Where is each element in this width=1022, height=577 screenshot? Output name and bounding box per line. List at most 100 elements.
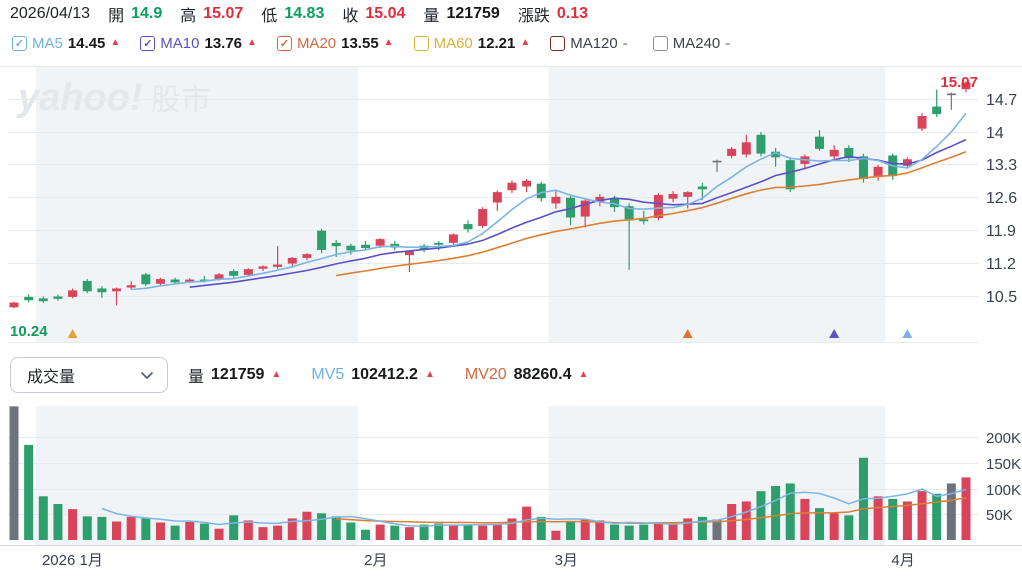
- candle-63: [932, 89, 942, 117]
- quote-field-volume: 量 121759: [423, 5, 500, 25]
- high-price-label: 15.07: [940, 74, 978, 91]
- price-axis-label: 14: [986, 125, 1004, 142]
- volume-bar-7: [112, 521, 122, 540]
- price-axis-label: 12.6: [986, 190, 1017, 207]
- candle-4: [68, 288, 78, 299]
- ma-toggle-ma10[interactable]: ✓ MA10 13.76 ▲: [140, 35, 257, 52]
- month-label: 2026 1月: [42, 552, 103, 569]
- candle-5: [82, 279, 92, 294]
- volume-bar-14: [214, 528, 224, 540]
- candle-18: [273, 246, 283, 269]
- candle-52: [771, 147, 781, 167]
- candle-49: [727, 147, 737, 159]
- ma-toggle-ma20[interactable]: ✓ MA20 13.55 ▲: [276, 35, 394, 52]
- volume-axis-label: 50K: [986, 507, 1013, 524]
- checkbox-icon: ✓: [12, 35, 27, 51]
- candle-65: [961, 81, 971, 93]
- volume-bar-24: [361, 529, 371, 540]
- volume-bar-64: [946, 483, 956, 540]
- up-arrow-icon: ▲: [271, 369, 282, 380]
- candle-15: [229, 269, 239, 278]
- candle-45: [668, 191, 678, 202]
- volume-bar-10: [155, 522, 165, 540]
- volume-bar-2: [38, 496, 48, 540]
- month-label: 4月: [891, 552, 914, 569]
- volume-bar-1: [24, 444, 34, 540]
- volume-bar-28: [419, 524, 429, 540]
- checkbox-icon: ✓: [276, 35, 292, 51]
- candle-2: [38, 296, 48, 304]
- volume-bar-13: [199, 523, 209, 540]
- volume-bar-45: [668, 524, 678, 540]
- ma-toggle-ma240[interactable]: MA240 -: [652, 35, 736, 52]
- volume-bar-16: [243, 520, 253, 540]
- volume-bar-37: [551, 530, 561, 540]
- yahoo-watermark: yahoo! 股市: [16, 77, 211, 119]
- volume-bar-9: [141, 518, 151, 540]
- volume-bar-20: [302, 511, 312, 540]
- up-arrow-icon: ▲: [520, 37, 531, 48]
- volume-bar-chart: 200K 150K 100K 50K 2026 1月 2月 3月 4月: [0, 406, 1022, 569]
- quote-field-low: 低 14.83: [261, 5, 325, 25]
- candle-20: [302, 253, 312, 261]
- volume-bar-4: [68, 509, 78, 540]
- quote-field-high: 高 15.07: [180, 5, 244, 25]
- checkbox-icon: ✓: [140, 35, 156, 51]
- event-marker-icon: [682, 329, 693, 338]
- volume-bar-57: [844, 515, 854, 540]
- candle-0: [9, 301, 19, 309]
- volume-bar-42: [624, 525, 634, 540]
- volume-bar-5: [82, 516, 92, 540]
- candle-23: [346, 243, 356, 255]
- ma-bar: ✓ MA5 14.45 ▲ ✓ MA10 13.76 ▲ ✓ MA20 13.5…: [0, 28, 1022, 58]
- volume-bar-60: [888, 498, 898, 540]
- quote-field-change: 漲跌 0.13: [517, 5, 588, 25]
- quote-bar: 2026/04/13 開 14.9 高 15.07 低 14.83 收 15.0…: [0, 0, 1022, 28]
- volume-bar-39: [580, 519, 590, 540]
- candle-46: [683, 191, 693, 209]
- mv5-line: [101, 488, 967, 528]
- up-arrow-icon: ▲: [110, 37, 121, 48]
- volume-bar-36: [536, 516, 546, 540]
- candle-62: [917, 113, 927, 132]
- candle-30: [448, 233, 458, 246]
- volume-bar-63: [932, 493, 942, 540]
- volume-indicator-select[interactable]: 成交量: [10, 357, 168, 393]
- candle-36: [536, 181, 546, 202]
- volume-bar-65: [961, 477, 971, 540]
- price-axis-label: 11.2: [986, 256, 1016, 273]
- volume-bar-52: [771, 486, 781, 540]
- candle-37: [551, 191, 561, 209]
- ma-toggle-ma120[interactable]: MA120 -: [550, 35, 633, 52]
- price-axis-label: 13.3: [986, 157, 1017, 174]
- candle-10: [155, 277, 165, 286]
- volume-axis-label: 150K: [986, 456, 1021, 473]
- volume-header: 成交量 量 121759 ▲ MV5 102412.2 ▲ MV20 88260…: [0, 352, 1022, 398]
- price-axis-label: 14.7: [986, 92, 1017, 109]
- volume-axis-label: 200K: [986, 430, 1021, 447]
- candle-27: [404, 250, 414, 273]
- volume-bar-38: [566, 522, 576, 540]
- candle-8: [126, 281, 136, 290]
- candle-19: [287, 256, 297, 267]
- candle-33: [492, 190, 502, 211]
- checkbox-icon: [413, 35, 429, 51]
- volume-bar-32: [478, 525, 488, 540]
- up-arrow-icon: ▲: [247, 37, 257, 48]
- candle-59: [873, 164, 883, 181]
- ma-toggle-ma60[interactable]: MA60 12.21 ▲: [413, 35, 531, 52]
- volume-bar-0: [9, 406, 19, 540]
- candle-57: [844, 145, 854, 163]
- candle-64: [946, 92, 956, 110]
- ma5-line: [131, 112, 967, 291]
- volume-bar-47: [697, 516, 707, 540]
- candle-32: [478, 207, 488, 229]
- candle-7: [112, 287, 122, 306]
- candle-53: [785, 157, 795, 193]
- candle-16: [243, 268, 253, 277]
- volume-bar-33: [492, 524, 502, 540]
- volume-bar-51: [756, 491, 766, 540]
- candle-1: [24, 294, 34, 303]
- up-arrow-icon: ▲: [578, 369, 589, 380]
- ma-toggle-ma5[interactable]: ✓ MA5 14.45 ▲: [12, 35, 120, 52]
